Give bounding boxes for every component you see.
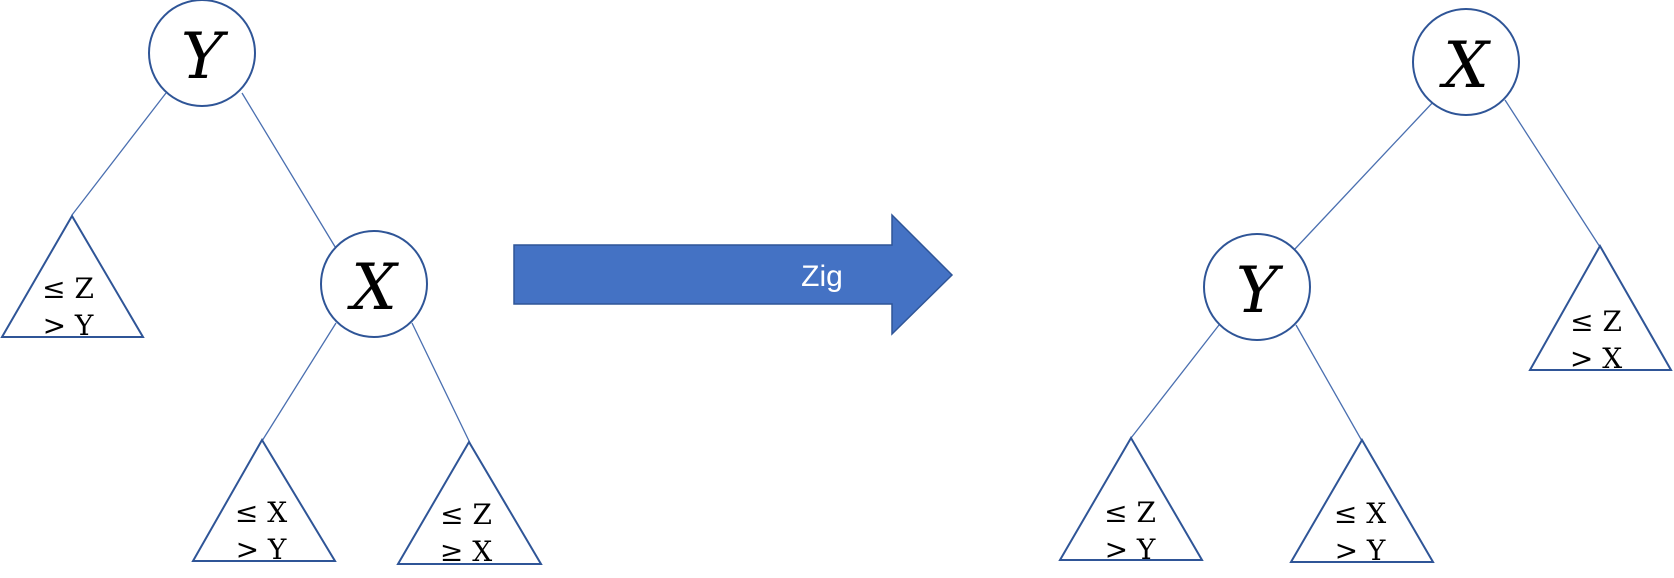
edge-child-to-subtree-b bbox=[261, 322, 337, 442]
zig-arrow: Zig bbox=[513, 213, 954, 336]
left-subtree-b-line1: ≤ X bbox=[235, 496, 287, 529]
right-root-node: X bbox=[1412, 8, 1520, 116]
left-subtree-c-line1: ≤ Z bbox=[440, 498, 492, 531]
left-subtree-c-line2: ≥ X bbox=[440, 535, 492, 568]
left-subtree-c: ≤ Z ≥ X bbox=[396, 440, 543, 568]
right-subtree-a-line2: > Y bbox=[1105, 533, 1156, 566]
edge-child-to-subtree-a bbox=[1130, 324, 1220, 439]
right-tree-edges bbox=[1130, 99, 1601, 442]
left-child-node: X bbox=[320, 230, 428, 338]
left-subtree-b: ≤ X > Y bbox=[191, 438, 337, 566]
right-subtree-a-line1: ≤ Z bbox=[1104, 496, 1156, 529]
right-subtree-b-line1: ≤ X bbox=[1334, 497, 1386, 530]
right-child-node: Y bbox=[1203, 233, 1311, 341]
right-subtree-a: ≤ Z > Y bbox=[1058, 436, 1204, 566]
right-subtree-c: ≤ Z > X bbox=[1528, 243, 1673, 375]
left-tree-edges bbox=[71, 92, 471, 444]
right-subtree-c-line2: > X bbox=[1570, 342, 1622, 375]
edge-root-to-child bbox=[241, 92, 338, 251]
edge-child-to-subtree-c bbox=[411, 322, 471, 444]
edge-root-to-child bbox=[1293, 99, 1436, 251]
right-subtree-b: ≤ X > Y bbox=[1289, 438, 1435, 567]
edge-child-to-subtree-b bbox=[1295, 324, 1363, 442]
left-subtree-a: ≤ Z > Y bbox=[0, 214, 145, 342]
arrow-label: Zig bbox=[801, 260, 843, 293]
right-subtree-c-line1: ≤ Z bbox=[1570, 305, 1622, 338]
left-subtree-b-line2: > Y bbox=[236, 533, 287, 566]
right-root-label: X bbox=[1438, 29, 1491, 103]
right-subtree-b-line2: > Y bbox=[1335, 534, 1386, 567]
right-child-label: Y bbox=[1236, 254, 1284, 328]
left-subtree-a-line2: > Y bbox=[43, 309, 94, 342]
edge-root-to-subtree-c bbox=[1504, 99, 1601, 248]
edge-root-to-subtree-a bbox=[71, 92, 167, 216]
arrow-shape bbox=[513, 213, 954, 336]
left-root-label: Y bbox=[181, 20, 229, 94]
left-child-label: X bbox=[346, 251, 399, 325]
left-root-node: Y bbox=[148, 0, 256, 107]
left-subtree-a-line1: ≤ Z bbox=[42, 272, 94, 305]
